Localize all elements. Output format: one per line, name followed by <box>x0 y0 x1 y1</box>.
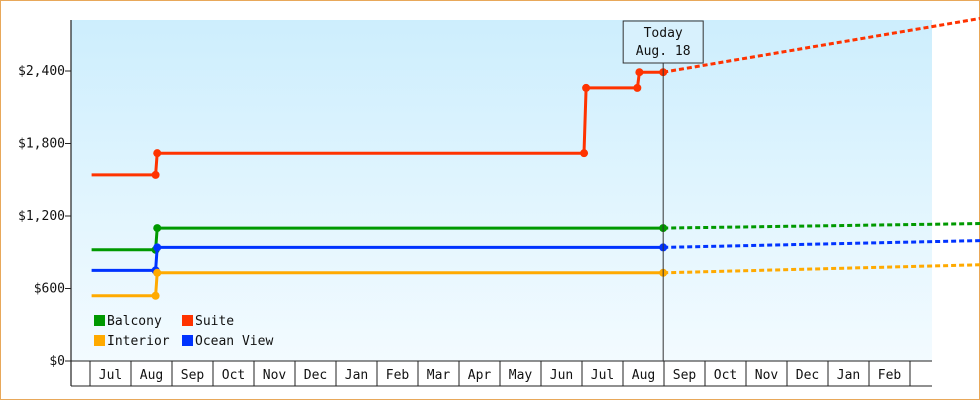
series-ocean-view <box>91 239 980 275</box>
series-line-interior <box>91 271 664 298</box>
data-point <box>153 149 162 158</box>
month-label: Nov <box>263 368 287 383</box>
legend-item-interior: Interior <box>94 334 170 349</box>
month-label: Aug <box>140 368 163 383</box>
month-label: Dec <box>796 368 819 383</box>
data-point <box>635 68 644 77</box>
month-label: Dec <box>304 368 327 383</box>
y-tick-label: $0 <box>49 354 65 369</box>
data-point <box>580 149 589 158</box>
legend-item-suite: Suite <box>182 314 234 329</box>
data-point <box>151 170 160 179</box>
y-tick-label: $600 <box>34 282 65 297</box>
month-label: May <box>509 368 533 383</box>
month-label: Feb <box>878 368 902 383</box>
y-tick-label: $2,400 <box>18 64 65 79</box>
legend-label: Ocean View <box>195 334 273 349</box>
month-label: Sep <box>181 368 205 383</box>
y-tick-label: $1,200 <box>18 209 65 224</box>
month-label: Nov <box>755 368 779 383</box>
month-label: Jun <box>550 368 573 383</box>
month-label: Jul <box>591 368 614 383</box>
month-label: Jan <box>837 368 860 383</box>
month-label: Oct <box>222 368 245 383</box>
month-label: Feb <box>386 368 410 383</box>
data-point <box>633 83 642 92</box>
month-label: Sep <box>673 368 697 383</box>
plot-background <box>71 20 932 361</box>
today-date: Aug. 18 <box>636 44 691 59</box>
today-box <box>622 20 704 64</box>
month-label: Apr <box>468 368 492 383</box>
y-tick-label: $1,800 <box>18 137 65 152</box>
data-point <box>153 268 162 277</box>
data-point <box>151 291 160 300</box>
month-label: Jul <box>99 368 122 383</box>
legend-swatch <box>94 315 105 326</box>
series-interior <box>91 263 980 300</box>
legend-label: Balcony <box>107 314 162 329</box>
legend-item-balcony: Balcony <box>94 314 162 329</box>
legend-swatch <box>94 335 105 346</box>
month-label: Mar <box>427 368 451 383</box>
forecast-line-suite <box>662 16 980 74</box>
series-suite <box>91 16 980 179</box>
month-label: Aug <box>632 368 655 383</box>
month-label: Oct <box>714 368 737 383</box>
month-label: Jan <box>345 368 368 383</box>
data-point <box>153 243 162 252</box>
legend-label: Suite <box>195 314 234 329</box>
data-point <box>582 83 591 92</box>
legend-swatch <box>182 315 193 326</box>
legend-item-ocean-view: Ocean View <box>182 334 273 349</box>
series-line-ocean-view <box>91 245 664 272</box>
legend-swatch <box>182 335 193 346</box>
today-label: Today <box>644 26 683 41</box>
data-point <box>153 224 162 233</box>
legend-label: Interior <box>107 334 170 349</box>
